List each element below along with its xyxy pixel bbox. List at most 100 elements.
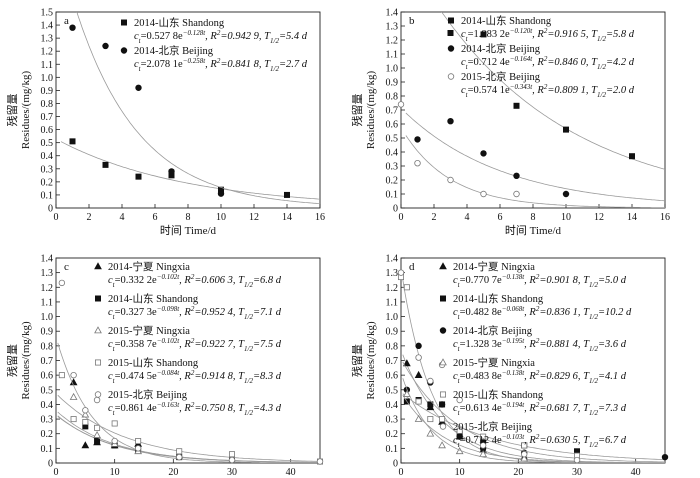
fit-equation: ct=1.883 2e−0.120t, R2=0.916 5, T1/2=5.8… — [461, 27, 635, 43]
data-point — [415, 342, 422, 350]
fit-equation: ct=0.474 5e−0.084t, R2=0.914 8, T1/2=8.3… — [108, 369, 282, 385]
legend-marker — [439, 295, 446, 302]
y-tick-label: 0.5 — [41, 138, 54, 149]
data-point — [521, 442, 528, 449]
equation-part: c — [108, 403, 113, 414]
equation-part: 2 — [536, 273, 540, 281]
y-axis-label-zh: 残留量 — [350, 344, 364, 377]
legend-entry: 2014-北京 Beijing — [453, 324, 533, 337]
data-point — [135, 84, 142, 91]
y-tick-label: 1.4 — [386, 254, 399, 265]
data-point — [69, 138, 76, 145]
equation-part: , R — [532, 85, 544, 96]
equation-part: c — [453, 307, 458, 318]
data-point — [135, 438, 142, 445]
data-point — [573, 456, 581, 464]
data-point — [456, 427, 463, 434]
data-point — [102, 42, 109, 50]
equation-part: =1.328 3e — [460, 339, 502, 350]
equation-part: 2 — [536, 433, 540, 441]
equation-part: t — [113, 409, 116, 417]
legend-marker — [447, 45, 455, 52]
fit-equation: ct=0.482 8e−0.068t, R2=0.836 1, T1/2=10.… — [453, 305, 632, 321]
fit-equation: ct=0.358 7e−0.102t, R2=0.922 7, T1/2=7.5… — [108, 337, 282, 353]
equation-part: , R — [179, 307, 191, 318]
x-tick-label: 0 — [54, 467, 59, 478]
y-tick-label: 1.4 — [41, 254, 54, 265]
equation-part: =3.6 d — [598, 339, 627, 350]
data-point — [70, 371, 77, 379]
equation-part: c — [453, 403, 458, 414]
equation-part: , R — [205, 31, 217, 42]
data-point — [94, 438, 101, 445]
y-tick-label: 1.3 — [41, 34, 54, 45]
x-tick-label: 30 — [227, 467, 237, 478]
equation-part: =6.7 d — [598, 435, 627, 446]
y-tick-label: 1.2 — [41, 283, 54, 294]
data-point — [447, 29, 454, 36]
equation-part: =0.809 1, T — [547, 85, 598, 96]
x-tick-label: 10 — [561, 212, 571, 223]
fit-curve — [402, 378, 665, 463]
equation-part: =0.916 5, T — [547, 29, 598, 40]
legend-marker — [439, 327, 447, 334]
equation-part: , R — [524, 307, 536, 318]
data-point — [438, 401, 446, 408]
equation-part: =0.914 8, T — [194, 371, 245, 382]
data-point — [426, 429, 435, 437]
equation-part: =2.7 d — [279, 59, 308, 70]
data-point — [456, 396, 463, 404]
equation-part: 1/2 — [270, 65, 279, 73]
equation-part: t — [466, 35, 469, 43]
y-tick-label: 0.1 — [386, 444, 399, 455]
data-point — [58, 372, 65, 379]
x-tick-label: 6 — [498, 212, 503, 223]
equation-part: 1/2 — [589, 377, 598, 385]
legend-entry: 2014-北京 Beijing — [134, 44, 214, 57]
equation-part: =0.770 7e — [460, 275, 502, 286]
legend-entry: 2014-宁夏 Ningxia — [453, 260, 535, 273]
y-tick-label: 0 — [48, 459, 53, 470]
y-tick-label: 0.1 — [386, 190, 399, 201]
equation-part: c — [108, 275, 113, 286]
y-tick-label: 1.0 — [386, 312, 399, 323]
data-point — [520, 454, 529, 462]
fit-curve — [57, 411, 320, 463]
y-tick-label: 0 — [393, 204, 398, 215]
data-point — [176, 448, 183, 455]
y-tick-label: 0.7 — [41, 112, 54, 123]
legend-marker — [95, 295, 102, 302]
equation-part: =0.881 4, T — [539, 339, 590, 350]
equation-part: −0.102t — [157, 273, 180, 281]
equation-part: t — [458, 345, 461, 353]
y-tick-label: 0.1 — [41, 444, 54, 455]
equation-part: 1/2 — [597, 35, 606, 43]
y-tick-label: 1.1 — [386, 50, 399, 61]
legend-marker — [439, 423, 447, 430]
equation-part: t — [458, 281, 461, 289]
equation-part: =0.846 0, T — [547, 57, 598, 68]
data-point — [479, 449, 488, 458]
fit-equation: ct=2.078 1e−0.258t, R2=0.841 8, T1/2=2.7… — [134, 57, 308, 73]
y-tick-label: 0.6 — [386, 371, 399, 382]
y-axis-label-zh: 残留量 — [5, 94, 19, 127]
x-tick-label: 30 — [572, 467, 582, 478]
y-tick-label: 0.4 — [386, 400, 399, 411]
equation-part: 1/2 — [589, 441, 598, 449]
y-tick-label: 1.5 — [41, 8, 54, 19]
y-tick-label: 0.9 — [41, 327, 54, 338]
legend-entry: 2015-宁夏 Ningxia — [453, 356, 535, 369]
equation-part: 1/2 — [244, 409, 253, 417]
data-point — [228, 456, 236, 464]
equation-part: 1/2 — [589, 281, 598, 289]
fit-curve — [405, 112, 665, 202]
y-tick-label: 0.4 — [41, 151, 54, 162]
equation-part: =0.483 8e — [460, 371, 502, 382]
y-tick-label: 0.5 — [386, 385, 399, 396]
legend-marker — [447, 17, 454, 24]
legend-entry: 2014-山东 Shandong — [461, 14, 552, 27]
data-point — [414, 414, 423, 422]
equation-part: =7.3 d — [598, 403, 627, 414]
equation-part: 1/2 — [589, 313, 598, 321]
equation-part: =0.901 8, T — [539, 275, 590, 286]
